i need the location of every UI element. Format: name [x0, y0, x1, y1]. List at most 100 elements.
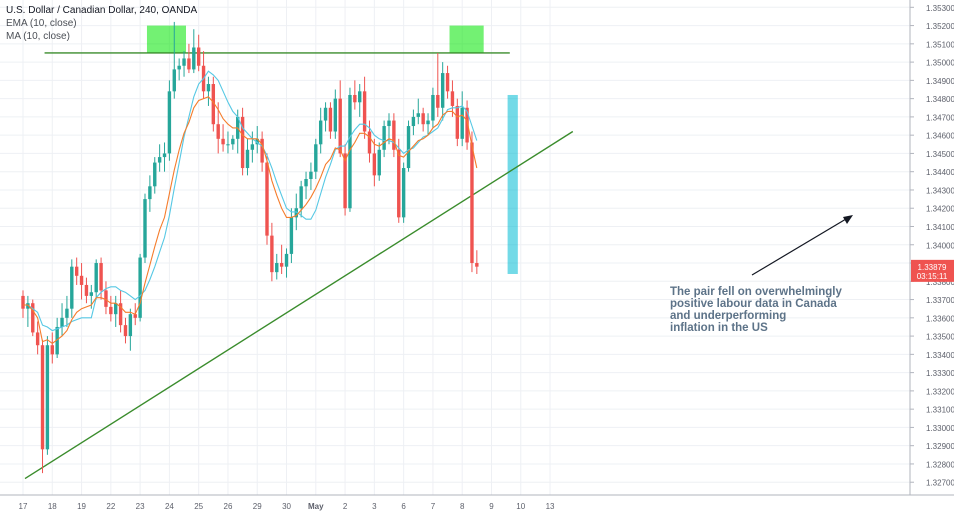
candle-body	[436, 94, 440, 108]
candle-body	[50, 345, 54, 355]
candle-body	[426, 120, 430, 125]
candle-body	[21, 295, 25, 309]
y-tick-label: 1.33100	[926, 406, 954, 415]
candle-body	[265, 162, 269, 236]
candle-body	[465, 107, 469, 143]
x-tick-label: 22	[106, 502, 115, 511]
candle-body	[84, 284, 89, 296]
candle-body	[167, 91, 172, 154]
candle-body	[289, 217, 294, 254]
x-tick-label: 26	[224, 502, 233, 511]
candle-body	[221, 138, 225, 145]
x-tick-label: 25	[194, 502, 203, 511]
candle-body	[231, 138, 235, 145]
y-tick-label: 1.34500	[926, 150, 954, 159]
highlight-zones	[146, 25, 518, 274]
candle-body	[431, 94, 435, 121]
candle-body	[328, 107, 333, 132]
x-tick-label: 29	[253, 502, 262, 511]
candle-body	[118, 303, 123, 326]
candle-body	[74, 266, 79, 276]
x-tick-label: 17	[19, 502, 28, 511]
candle-body	[440, 73, 445, 108]
grid-lines	[0, 0, 910, 495]
y-tick-label: 1.35300	[926, 4, 954, 13]
x-tick-label: 24	[165, 502, 174, 511]
candle-body	[240, 116, 245, 169]
y-tick-label: 1.35100	[926, 40, 954, 49]
x-tick-label: 6	[401, 502, 406, 511]
candle-body	[309, 171, 313, 180]
candle-body	[367, 131, 372, 154]
candle-body	[348, 94, 352, 209]
y-tick-label: 1.34400	[926, 168, 954, 177]
candle-body	[245, 149, 250, 169]
candle-body	[455, 105, 460, 139]
y-tick-label: 1.33200	[926, 387, 954, 396]
candle-body	[333, 98, 338, 132]
candle-body	[406, 126, 411, 169]
candle-body	[279, 263, 284, 267]
candle-body	[270, 235, 274, 273]
candle-body	[138, 257, 142, 318]
y-tick-label: 1.32900	[926, 442, 954, 451]
y-tick-label: 1.33700	[926, 296, 954, 305]
candle-body	[182, 58, 186, 66]
candle-body	[172, 69, 176, 92]
candle-body	[470, 142, 474, 264]
candle-body	[55, 326, 59, 355]
x-tick-label: 2	[343, 502, 348, 511]
candle-body	[401, 168, 406, 218]
candle-body	[211, 84, 216, 125]
legend-ema: EMA (10, close)	[6, 18, 77, 29]
candle-body	[314, 144, 318, 172]
trend-lines	[24, 52, 574, 480]
y-tick-label: 1.33500	[926, 333, 954, 342]
annotation-line: The pair fell on overwhelmingly	[670, 286, 842, 298]
candle-body	[79, 275, 84, 285]
ma-line	[23, 70, 478, 332]
y-tick-label: 1.35200	[926, 22, 954, 31]
moving-averages	[23, 70, 478, 345]
candle-body	[128, 314, 133, 337]
candle-body	[343, 153, 347, 209]
candle-body	[387, 120, 391, 127]
x-tick-label: 10	[516, 502, 525, 511]
candle-body	[60, 317, 64, 327]
x-tick-label: 19	[77, 502, 86, 511]
candle-body	[196, 47, 201, 66]
highlight-zone	[449, 25, 484, 53]
candle-body	[372, 153, 377, 176]
y-tick-label: 1.35000	[926, 59, 954, 68]
y-tick-label: 1.33400	[926, 351, 954, 360]
x-tick-label: 7	[431, 502, 436, 511]
last-price-tag	[911, 259, 954, 282]
candle-body	[397, 149, 401, 218]
candle-body	[226, 144, 230, 146]
candle-body	[377, 149, 381, 176]
highlight-zone	[146, 25, 186, 53]
annotation-arrow	[751, 215, 853, 276]
x-tick-label: 13	[546, 502, 555, 511]
candle-body	[26, 303, 30, 309]
candle-body	[382, 126, 386, 150]
x-tick-label: 8	[460, 502, 465, 511]
candle-body	[475, 263, 479, 267]
candle-body	[153, 162, 157, 187]
y-tick-label: 1.34900	[926, 77, 954, 86]
candle-body	[143, 199, 147, 258]
candle-body	[421, 113, 425, 125]
y-tick-label: 1.32700	[926, 479, 954, 488]
candle-body	[362, 91, 367, 132]
candle-body	[304, 179, 308, 187]
candle-body	[323, 107, 328, 121]
ema-line	[23, 96, 478, 345]
candle-body	[450, 91, 455, 106]
candle-body	[109, 306, 113, 315]
candle-body	[148, 186, 152, 200]
candle-body	[411, 116, 416, 127]
y-tick-label: 1.34100	[926, 223, 954, 232]
candle-body	[206, 84, 211, 92]
